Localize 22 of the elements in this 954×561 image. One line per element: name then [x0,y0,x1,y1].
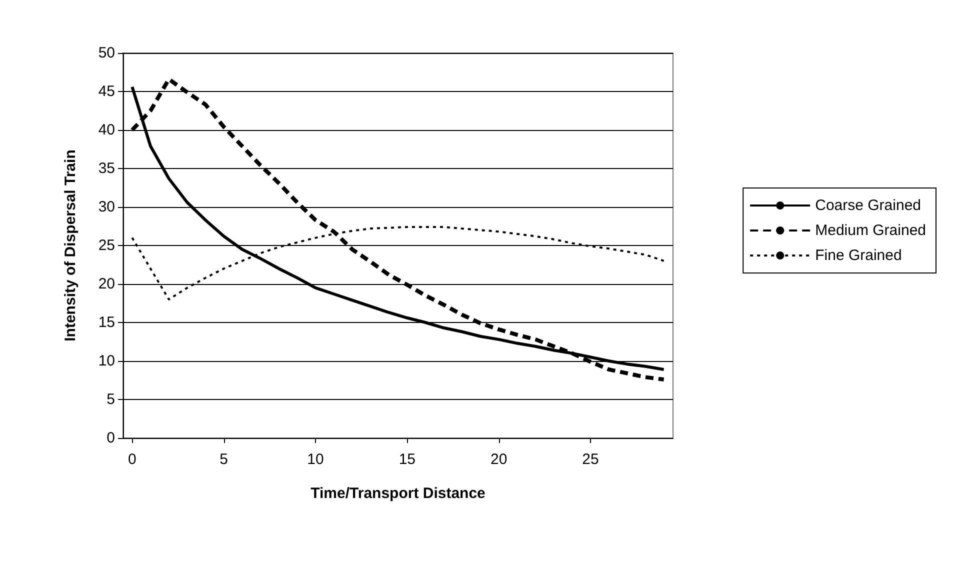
y-tick-label: 30 [98,198,115,216]
y-tick-label: 10 [98,352,115,370]
legend-label: Coarse Grained [815,197,922,214]
y-tick-label: 45 [98,83,115,100]
x-tick-label: 15 [398,451,416,468]
x-tick-label: 5 [220,451,228,468]
y-tick-label: 35 [98,160,115,177]
x-tick-label: 25 [582,451,599,468]
x-tick-label: 10 [307,451,324,468]
legend-label: Medium Grained [815,222,926,239]
x-tick-label: 0 [128,451,136,468]
y-tick-label: 40 [98,122,115,138]
x-tick-label: 20 [490,451,508,468]
x-axis-title: Time/Transport Distance [310,485,486,502]
y-tick-label: 50 [98,44,115,62]
y-tick-label: 25 [98,237,115,254]
y-tick-label: 5 [106,391,115,408]
y-tick-label: 15 [98,314,115,331]
y-tick-label: 0 [106,430,115,446]
y-tick-label: 20 [98,276,115,292]
y-axis-title: Intensity of Dispersal Train [62,150,79,342]
legend-label: Fine Grained [815,247,902,264]
